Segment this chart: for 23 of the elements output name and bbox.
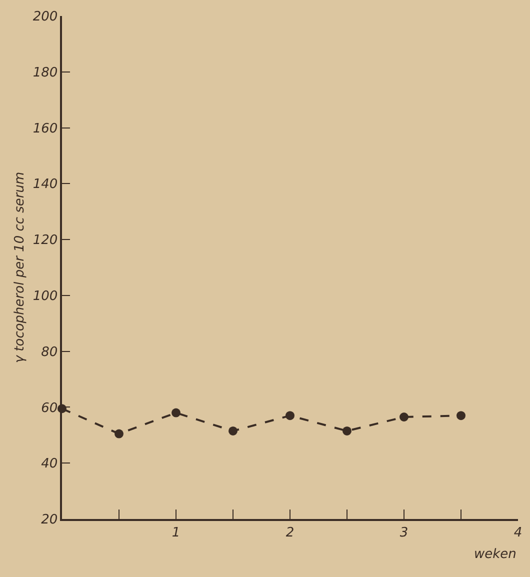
x-axis-title: weken	[474, 547, 516, 562]
y-tick-label: 140	[32, 177, 58, 192]
y-tick-label: 40	[41, 456, 58, 472]
y-tick-label: 60	[41, 400, 58, 416]
point	[114, 429, 124, 438]
point	[400, 412, 408, 422]
y-tick-label: 80	[41, 344, 58, 360]
y-tick-label: 120	[32, 233, 58, 248]
x-tick-label: 1	[172, 525, 180, 540]
y-tick-label: 200	[32, 10, 58, 25]
point	[342, 426, 352, 436]
x-tick-label: 2	[286, 525, 294, 540]
x-tick-label: 3	[400, 525, 408, 540]
point	[286, 411, 294, 420]
point	[228, 426, 238, 436]
y-axis-title: γ tocopherol per 10 cc serum	[12, 172, 28, 364]
y-tick-label: 100	[32, 288, 58, 304]
y-tick-label: 160	[32, 121, 58, 136]
point	[456, 411, 466, 420]
y-tick-label: 180	[32, 65, 58, 80]
y-tick-label: 20	[41, 512, 58, 528]
point	[172, 408, 180, 418]
x-tick-label: 4	[514, 525, 522, 540]
